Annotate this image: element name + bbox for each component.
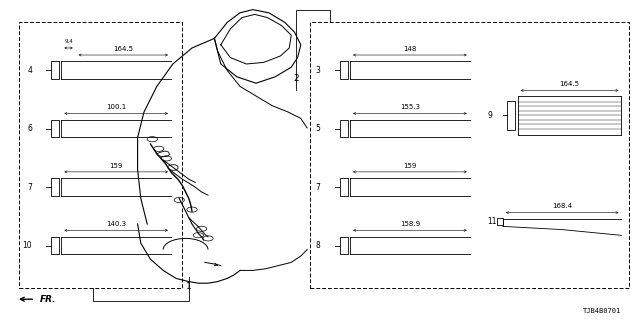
Text: 2: 2 xyxy=(294,74,299,83)
Bar xyxy=(51,61,59,79)
Text: 8: 8 xyxy=(316,241,321,250)
Text: 9.4: 9.4 xyxy=(64,39,73,44)
Text: 11: 11 xyxy=(488,217,497,226)
Text: FR.: FR. xyxy=(40,295,56,304)
Bar xyxy=(340,237,348,254)
Text: 7: 7 xyxy=(316,183,321,192)
Text: 1: 1 xyxy=(186,282,191,291)
Bar xyxy=(340,178,348,196)
Text: 155.3: 155.3 xyxy=(400,104,420,110)
Text: 6: 6 xyxy=(27,124,32,133)
Bar xyxy=(497,218,503,225)
Bar xyxy=(310,22,629,288)
Bar xyxy=(19,22,182,288)
Text: 9: 9 xyxy=(488,111,493,120)
Text: 3: 3 xyxy=(316,66,321,75)
Text: 168.4: 168.4 xyxy=(552,204,572,209)
Text: 7: 7 xyxy=(27,183,32,192)
Text: 100.1: 100.1 xyxy=(106,104,126,110)
Text: 159: 159 xyxy=(109,163,123,169)
Bar xyxy=(51,178,59,196)
Bar xyxy=(340,61,348,79)
Bar xyxy=(51,237,59,254)
Text: 10: 10 xyxy=(22,241,32,250)
Bar xyxy=(51,120,59,138)
Text: 4: 4 xyxy=(27,66,32,75)
Text: 159: 159 xyxy=(403,163,417,169)
Bar xyxy=(508,101,515,130)
Text: 5: 5 xyxy=(316,124,321,133)
Text: TJB4B0701: TJB4B0701 xyxy=(582,308,621,314)
Text: 164.5: 164.5 xyxy=(113,46,133,52)
Text: 140.3: 140.3 xyxy=(106,221,126,227)
Text: 164.5: 164.5 xyxy=(559,81,580,87)
Text: 148: 148 xyxy=(403,46,417,52)
Text: 158.9: 158.9 xyxy=(400,221,420,227)
Bar xyxy=(340,120,348,138)
